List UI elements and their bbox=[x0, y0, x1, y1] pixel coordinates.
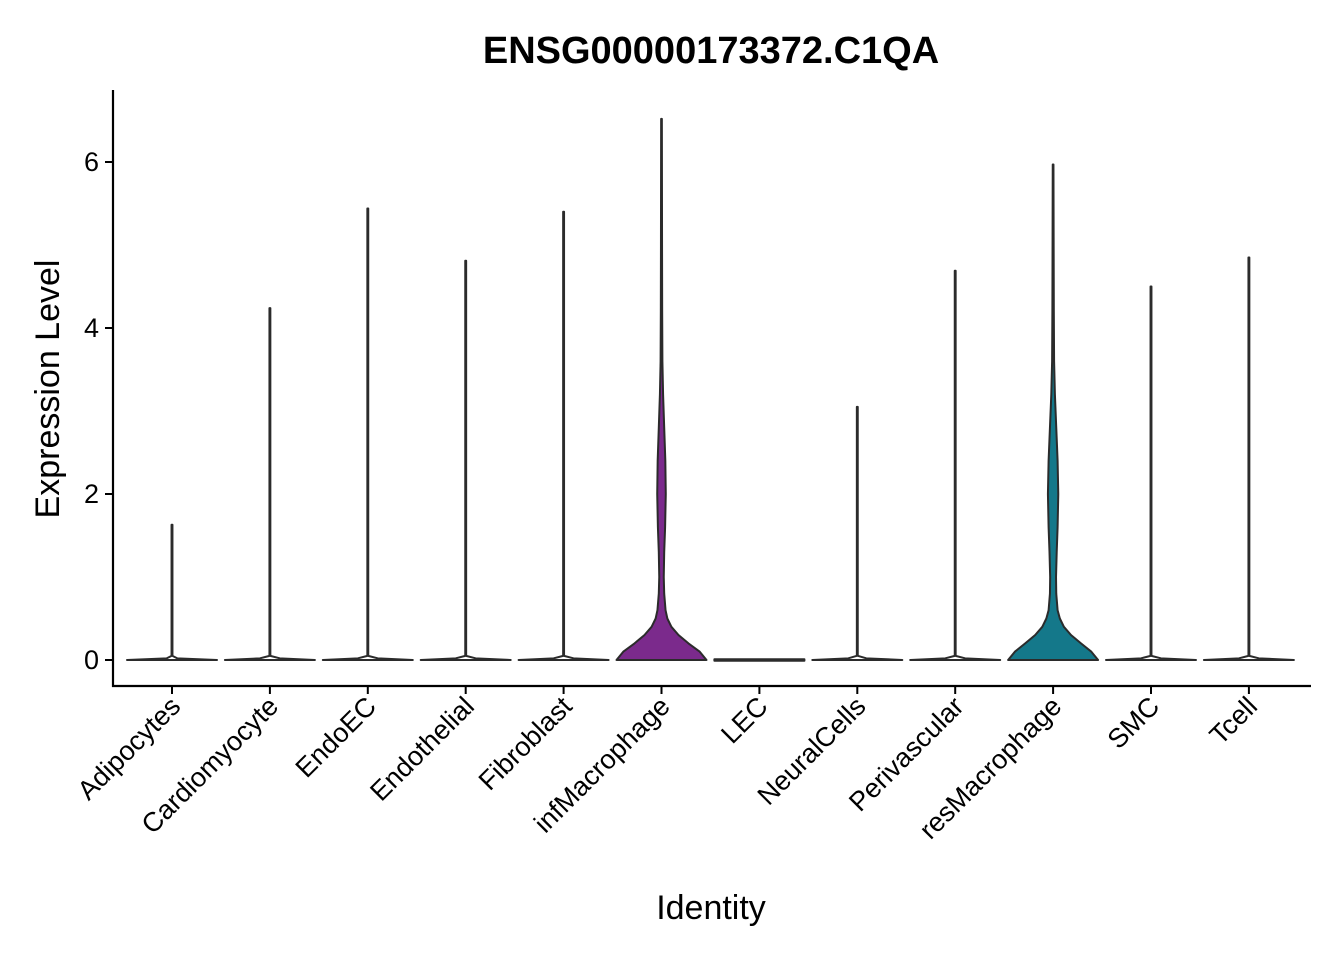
violin-lec bbox=[713, 658, 806, 662]
y-tick-label: 2 bbox=[84, 479, 99, 509]
violin-adipocytes bbox=[126, 523, 218, 661]
y-ticks-group: 0 2 4 6 bbox=[84, 147, 113, 675]
violins-group bbox=[126, 117, 1295, 662]
violin-infmacrophage bbox=[615, 117, 708, 661]
violin-smc bbox=[1105, 285, 1197, 661]
violin-tcell bbox=[1202, 256, 1295, 661]
violin-cardiomyocyte bbox=[223, 307, 316, 661]
violin-endoec bbox=[321, 207, 414, 661]
y-axis-label: Expression Level bbox=[29, 260, 67, 519]
violin-fibroblast bbox=[517, 210, 610, 661]
violin-endothelial bbox=[419, 259, 512, 661]
axes-group bbox=[111, 90, 1311, 688]
violin-perivascular bbox=[909, 269, 1002, 661]
x-axis-label: Identity bbox=[656, 889, 766, 927]
y-tick-label: 0 bbox=[84, 645, 99, 675]
violin-resmacrophage bbox=[1007, 163, 1100, 661]
y-tick-label: 6 bbox=[84, 147, 99, 177]
violin-neuralcells bbox=[811, 405, 904, 661]
y-tick-label: 4 bbox=[84, 313, 99, 343]
chart-title: ENSG00000173372.C1QA bbox=[483, 30, 939, 72]
